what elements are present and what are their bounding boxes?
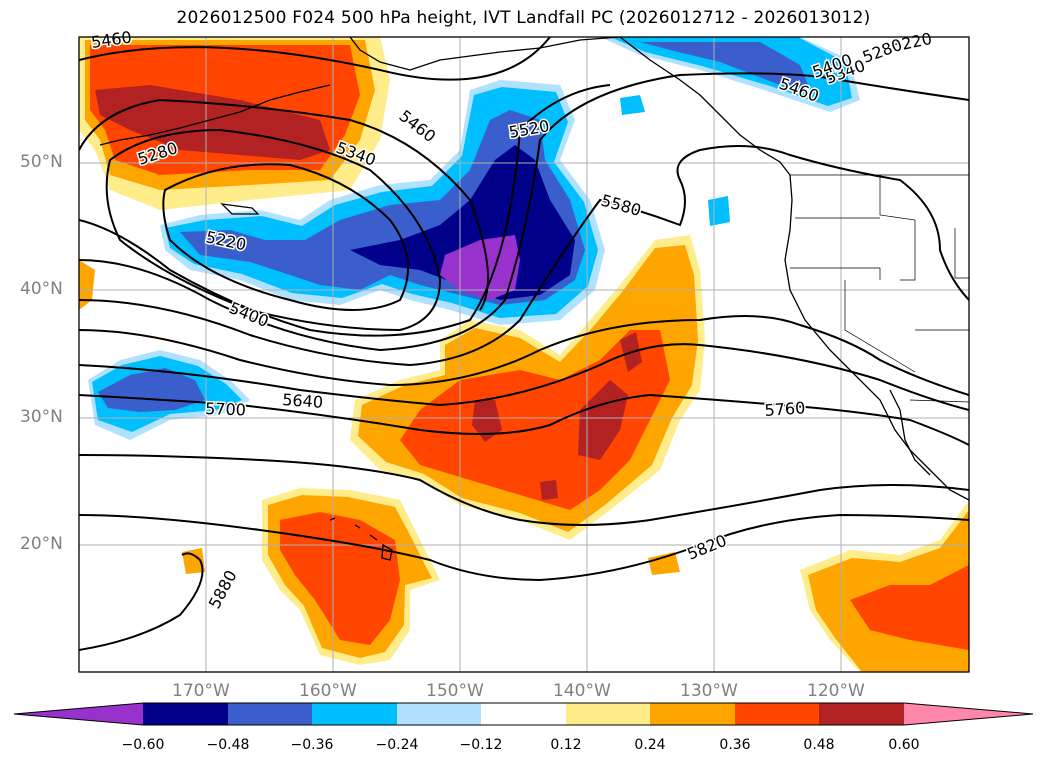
colorbar-tick-label: 0.48 bbox=[803, 737, 835, 753]
state-border bbox=[879, 175, 916, 281]
contour-line bbox=[162, 163, 409, 311]
north-america-coastline bbox=[349, 37, 621, 71]
colorbar-tick-label: −0.12 bbox=[459, 737, 503, 753]
alaska-coastline bbox=[619, 37, 791, 176]
contour-label: 5280 bbox=[860, 35, 905, 67]
hawaii-islands bbox=[329, 517, 393, 561]
contour-label: 5880 bbox=[205, 567, 241, 612]
contour-line bbox=[79, 37, 551, 81]
graticule bbox=[79, 37, 969, 672]
contour-line bbox=[79, 315, 969, 396]
positive-pc-region bbox=[540, 480, 558, 500]
state-border bbox=[844, 280, 916, 373]
colorbar-segment bbox=[650, 703, 735, 725]
coastlines bbox=[99, 37, 969, 561]
lat-label: 20°N bbox=[20, 534, 63, 554]
lon-label: 120°W bbox=[807, 681, 865, 701]
contour-label: 5520 bbox=[507, 116, 550, 142]
contour-line bbox=[79, 513, 969, 582]
colorbar-tick-label: 0.24 bbox=[634, 737, 666, 753]
contour-line bbox=[79, 343, 969, 411]
colorbar-extend-high bbox=[904, 703, 1033, 725]
lon-label: 150°W bbox=[426, 681, 484, 701]
colorbar-tick-label: −0.24 bbox=[375, 737, 419, 753]
state-border bbox=[790, 267, 881, 280]
contour-line bbox=[79, 72, 969, 352]
colorbar-tick-label: 0.12 bbox=[550, 737, 582, 753]
ivt-shading bbox=[79, 37, 969, 672]
colorbar-segment bbox=[143, 703, 228, 725]
contour-line bbox=[79, 98, 489, 311]
lon-label: 160°W bbox=[299, 681, 357, 701]
colorbar-segment bbox=[312, 703, 397, 725]
contour-line bbox=[79, 552, 204, 651]
contour-label: 5700 bbox=[205, 399, 246, 419]
state-border bbox=[954, 228, 969, 279]
positive-pc-region bbox=[182, 548, 205, 574]
lat-label: 30°N bbox=[20, 407, 63, 427]
colorbar-segment bbox=[228, 703, 312, 725]
colorbar-segment bbox=[819, 703, 904, 725]
negative-pc-region bbox=[620, 95, 645, 115]
contour-line bbox=[79, 454, 969, 526]
colorbar-tick-label: 0.36 bbox=[719, 737, 751, 753]
colorbar-segment bbox=[566, 703, 650, 725]
contour-line bbox=[79, 393, 969, 446]
positive-pc-region bbox=[850, 565, 969, 650]
baja-coastline bbox=[889, 389, 931, 476]
colorbar-outline bbox=[13, 702, 1034, 726]
contour-label: 5640 bbox=[282, 390, 324, 412]
positive-pc-region bbox=[472, 400, 502, 442]
positive-pc-region bbox=[648, 552, 680, 575]
political-borders bbox=[790, 174, 969, 403]
lon-label: 130°W bbox=[680, 681, 738, 701]
negative-pc-region bbox=[708, 196, 730, 226]
colorbar-tick-label: 0.60 bbox=[888, 737, 920, 753]
map-title: 2026012500 F024 500 hPa height, IVT Land… bbox=[176, 8, 871, 28]
colorbar-extend-low bbox=[14, 703, 143, 725]
contour-label: 5460 bbox=[396, 106, 440, 146]
colorbar-segment bbox=[397, 703, 481, 725]
contour-label: 5760 bbox=[764, 398, 806, 420]
colorbar bbox=[13, 702, 1034, 726]
lat-label: 40°N bbox=[20, 279, 63, 299]
lat-label: 50°N bbox=[20, 152, 63, 172]
map-frame bbox=[78, 36, 970, 673]
colorbar-tick-label: −0.36 bbox=[290, 737, 334, 753]
contour-line bbox=[79, 84, 611, 337]
contour-line bbox=[79, 145, 969, 367]
canada-coastline bbox=[784, 174, 969, 501]
negative-pc-region bbox=[640, 42, 810, 90]
lon-label: 170°W bbox=[172, 681, 230, 701]
contour-line bbox=[105, 128, 442, 332]
lon-label: 140°W bbox=[553, 681, 611, 701]
colorbar-tick-label: −0.60 bbox=[121, 737, 165, 753]
colorbar-tick-label: −0.48 bbox=[206, 737, 250, 753]
negative-pc-region bbox=[610, 37, 852, 106]
height-contours bbox=[79, 37, 969, 651]
contour-label: 5400 bbox=[227, 298, 272, 331]
colorbar-segment bbox=[481, 703, 566, 725]
contour-label: 5820 bbox=[684, 531, 729, 564]
positive-pc-region bbox=[79, 260, 95, 310]
island-outline bbox=[220, 203, 260, 215]
contour-label: 5580 bbox=[599, 191, 643, 220]
positive-pc-region bbox=[400, 330, 670, 510]
aleutian-coastline bbox=[99, 84, 331, 146]
positive-pc-region bbox=[95, 85, 330, 160]
colorbar-segment bbox=[735, 703, 819, 725]
